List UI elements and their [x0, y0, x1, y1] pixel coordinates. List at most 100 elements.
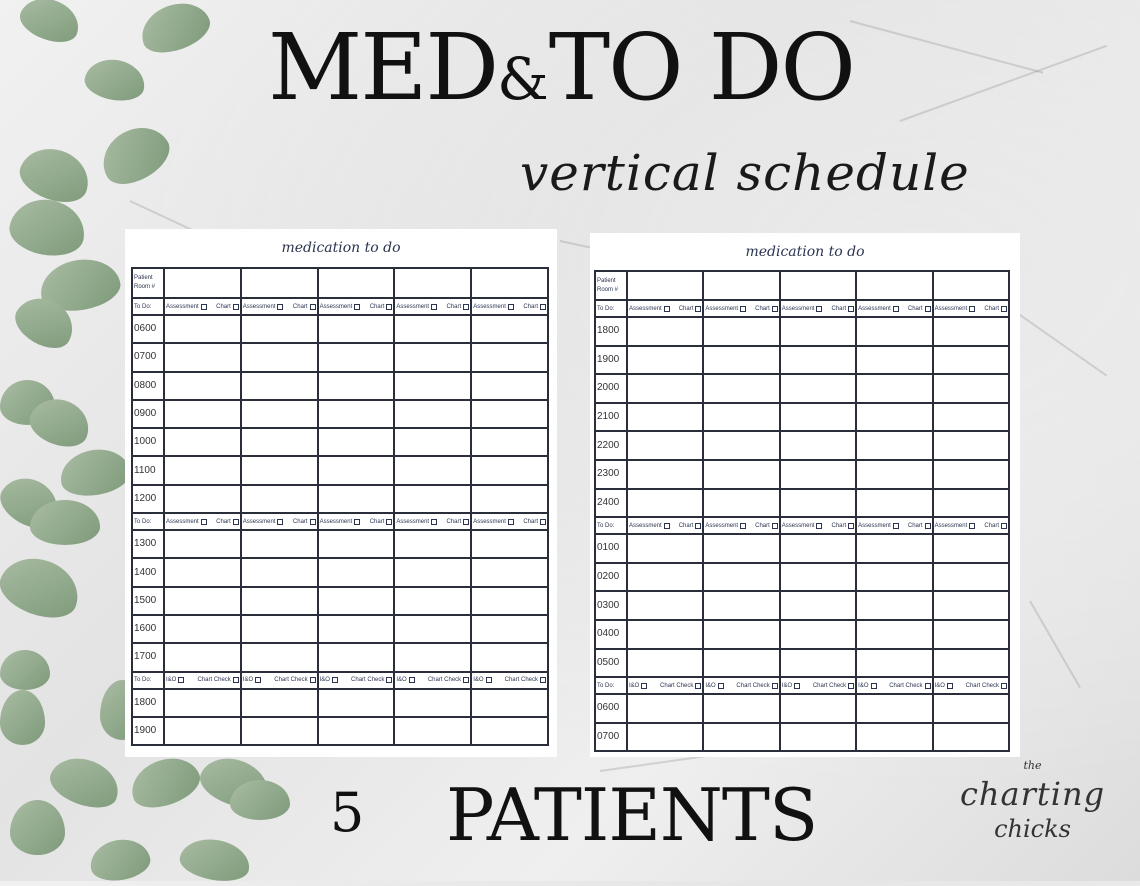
schedule-cell[interactable] — [393, 370, 473, 401]
schedule-cell[interactable] — [239, 529, 319, 560]
schedule-cell[interactable] — [778, 721, 858, 753]
schedule-cell[interactable] — [239, 313, 319, 345]
checkbox[interactable] — [663, 305, 670, 312]
schedule-cell[interactable] — [778, 430, 858, 461]
patient-room-cell[interactable] — [855, 270, 934, 301]
schedule-cell[interactable] — [855, 561, 934, 593]
schedule-cell[interactable] — [702, 721, 781, 753]
schedule-cell[interactable] — [625, 401, 705, 433]
schedule-cell[interactable] — [855, 487, 934, 519]
schedule-cell[interactable] — [163, 342, 242, 373]
schedule-cell[interactable] — [163, 557, 242, 588]
checkbox[interactable] — [946, 682, 953, 689]
schedule-cell[interactable] — [625, 721, 705, 753]
schedule-cell[interactable] — [625, 647, 705, 679]
schedule-cell[interactable] — [393, 427, 473, 458]
patient-room-cell[interactable] — [470, 267, 549, 299]
checkbox[interactable] — [870, 682, 877, 689]
schedule-cell[interactable] — [778, 487, 858, 519]
checkbox[interactable] — [924, 522, 931, 529]
schedule-cell[interactable] — [778, 618, 858, 650]
schedule-cell[interactable] — [702, 316, 781, 347]
schedule-cell[interactable] — [855, 373, 934, 404]
schedule-cell[interactable] — [855, 401, 934, 433]
schedule-cell[interactable] — [393, 613, 473, 645]
schedule-cell[interactable] — [702, 401, 781, 433]
checkbox[interactable] — [1001, 305, 1007, 312]
schedule-cell[interactable] — [702, 533, 781, 564]
checkbox[interactable] — [277, 303, 284, 310]
schedule-cell[interactable] — [931, 533, 1011, 564]
checkbox[interactable] — [309, 518, 316, 525]
schedule-cell[interactable] — [239, 585, 319, 616]
checkbox[interactable] — [641, 682, 648, 689]
schedule-cell[interactable] — [702, 561, 781, 593]
schedule-cell[interactable] — [855, 458, 934, 490]
schedule-cell[interactable] — [163, 313, 242, 345]
schedule-cell[interactable] — [702, 458, 781, 490]
checkbox[interactable] — [1001, 682, 1007, 689]
checkbox[interactable] — [695, 305, 702, 312]
checkbox[interactable] — [431, 303, 438, 310]
checkbox[interactable] — [816, 522, 823, 529]
patient-room-cell[interactable] — [625, 270, 705, 301]
checkbox[interactable] — [848, 522, 855, 529]
checkbox[interactable] — [431, 518, 438, 525]
patient-room-cell[interactable] — [702, 270, 781, 301]
schedule-cell[interactable] — [855, 693, 934, 724]
schedule-cell[interactable] — [163, 455, 242, 486]
checkbox[interactable] — [771, 682, 778, 689]
schedule-cell[interactable] — [239, 613, 319, 645]
schedule-cell[interactable] — [316, 455, 396, 486]
schedule-cell[interactable] — [931, 373, 1011, 404]
checkbox[interactable] — [969, 305, 976, 312]
schedule-cell[interactable] — [931, 590, 1011, 621]
checkbox[interactable] — [540, 303, 546, 310]
schedule-cell[interactable] — [393, 455, 473, 486]
schedule-cell[interactable] — [316, 585, 396, 616]
schedule-cell[interactable] — [393, 642, 473, 673]
checkbox[interactable] — [354, 303, 361, 310]
schedule-cell[interactable] — [470, 398, 549, 430]
schedule-cell[interactable] — [931, 316, 1011, 347]
patient-room-cell[interactable] — [316, 267, 396, 299]
checkbox[interactable] — [232, 303, 239, 310]
schedule-cell[interactable] — [316, 370, 396, 401]
schedule-cell[interactable] — [778, 693, 858, 724]
schedule-cell[interactable] — [163, 427, 242, 458]
checkbox[interactable] — [540, 518, 546, 525]
schedule-cell[interactable] — [855, 721, 934, 753]
schedule-cell[interactable] — [316, 613, 396, 645]
schedule-cell[interactable] — [702, 430, 781, 461]
schedule-cell[interactable] — [163, 398, 242, 430]
checkbox[interactable] — [507, 303, 514, 310]
schedule-cell[interactable] — [393, 313, 473, 345]
checkbox[interactable] — [232, 518, 239, 525]
schedule-cell[interactable] — [470, 427, 549, 458]
checkbox[interactable] — [277, 518, 284, 525]
schedule-cell[interactable] — [625, 561, 705, 593]
schedule-cell[interactable] — [393, 483, 473, 515]
schedule-cell[interactable] — [625, 590, 705, 621]
schedule-cell[interactable] — [470, 613, 549, 645]
schedule-cell[interactable] — [239, 557, 319, 588]
schedule-cell[interactable] — [625, 533, 705, 564]
patient-room-cell[interactable] — [393, 267, 473, 299]
schedule-cell[interactable] — [470, 370, 549, 401]
schedule-cell[interactable] — [316, 342, 396, 373]
checkbox[interactable] — [507, 518, 514, 525]
schedule-cell[interactable] — [778, 373, 858, 404]
schedule-cell[interactable] — [855, 647, 934, 679]
schedule-cell[interactable] — [239, 642, 319, 673]
checkbox[interactable] — [924, 305, 931, 312]
schedule-cell[interactable] — [239, 483, 319, 515]
schedule-cell[interactable] — [931, 458, 1011, 490]
schedule-cell[interactable] — [470, 557, 549, 588]
schedule-cell[interactable] — [625, 458, 705, 490]
checkbox[interactable] — [255, 677, 262, 684]
checkbox[interactable] — [892, 522, 899, 529]
checkbox[interactable] — [1001, 522, 1007, 529]
schedule-cell[interactable] — [625, 693, 705, 724]
schedule-cell[interactable] — [470, 342, 549, 373]
schedule-cell[interactable] — [393, 687, 473, 718]
